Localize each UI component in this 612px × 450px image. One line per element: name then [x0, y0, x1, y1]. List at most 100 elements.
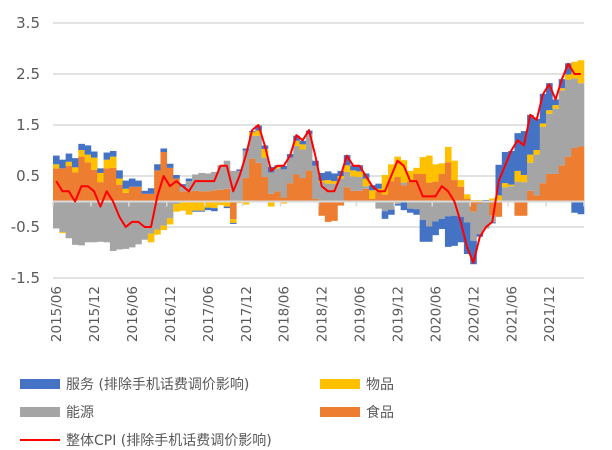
bar-segment	[343, 171, 351, 188]
bar-segment	[299, 149, 307, 179]
bar-segment	[65, 165, 73, 202]
bar-segment	[103, 159, 111, 169]
bar-segment	[508, 186, 515, 202]
legend-line-cpi	[20, 439, 60, 441]
bar-segment	[59, 168, 66, 202]
y-tick-label: 3.5	[16, 14, 40, 32]
bar-segment	[154, 229, 161, 235]
bar-segment	[350, 165, 357, 171]
bar-segment	[236, 170, 243, 202]
bar-segment	[552, 105, 560, 109]
bar-segment	[135, 180, 142, 187]
bar-segment	[501, 187, 509, 202]
bar-segment	[109, 151, 117, 157]
bar-segment	[71, 172, 79, 202]
y-tick-label: 1.5	[16, 116, 40, 134]
bar-segment	[78, 149, 85, 157]
bar-segment	[135, 186, 142, 202]
bar-segment	[425, 155, 433, 183]
bar-segment	[84, 162, 92, 202]
bar-segment	[482, 202, 490, 229]
bar-segment	[337, 201, 345, 206]
bar-segment	[565, 156, 572, 202]
bar-segment	[489, 198, 496, 202]
bar-segment	[274, 168, 281, 192]
bar-segment	[242, 201, 250, 205]
cpi-line	[55, 62, 581, 264]
bar-segment	[242, 178, 250, 202]
bar-segment	[179, 191, 187, 202]
legend-label-food: 食品	[366, 405, 394, 421]
bar-segment	[59, 232, 66, 234]
bar-segment	[122, 180, 130, 189]
bar-segment	[223, 160, 231, 189]
bar-segment	[185, 191, 193, 202]
bar-segment	[400, 160, 408, 183]
bar-segment	[495, 195, 503, 202]
bar-segment	[539, 93, 547, 124]
bar-segment	[84, 145, 92, 155]
bar-segment	[65, 201, 73, 239]
bar-segment	[565, 79, 572, 157]
bar-segment	[204, 173, 212, 192]
bar-segment	[90, 201, 98, 243]
bar-segment	[501, 183, 509, 188]
bar-segment	[84, 201, 92, 243]
bar-segment	[90, 169, 98, 202]
bar-segment	[147, 201, 155, 234]
bar-segment	[527, 114, 534, 155]
bar-segment	[122, 192, 130, 202]
bar-segment	[388, 201, 395, 210]
bar-segment	[109, 201, 117, 251]
bar-segment	[116, 178, 123, 185]
bar-segment	[571, 61, 578, 79]
bar-segment	[128, 201, 136, 248]
bar-segment	[565, 63, 572, 75]
bar-segment	[280, 165, 288, 170]
bar-segment	[407, 181, 414, 202]
bar-segment	[192, 201, 199, 211]
legend-label-energy: 能源	[66, 405, 94, 421]
x-tick-label: 2019/06	[353, 286, 369, 342]
bar-segment	[141, 201, 149, 240]
x-tick-label: 2018/06	[277, 286, 293, 342]
bar-segment	[97, 201, 104, 242]
bar-segment	[527, 190, 534, 202]
bar-segment	[147, 233, 155, 243]
bar-segment	[552, 173, 560, 202]
legend-swatch-goods	[320, 379, 360, 389]
bar-segment	[419, 201, 427, 220]
x-tick-label: 2016/06	[125, 286, 141, 342]
bar-segment	[160, 225, 168, 231]
bar-segment	[204, 201, 212, 208]
bar-segment	[381, 211, 389, 219]
bar-segment	[242, 148, 250, 151]
bar-segment	[166, 201, 174, 219]
legend: 服务 (排除手机话费调价影响) 物品 能源 食品 整体CPI (排除手机话费调价…	[0, 366, 612, 450]
legend-label-cpi: 整体CPI (排除手机话费调价影响)	[66, 433, 272, 449]
bar-segment	[122, 201, 130, 249]
bar-segment	[463, 194, 471, 199]
bar-segment	[65, 161, 73, 166]
bar-segment	[173, 201, 180, 205]
bar-segment	[546, 83, 553, 111]
bar-segment	[255, 162, 262, 202]
bar-segment	[520, 174, 528, 183]
bar-segment	[463, 222, 471, 255]
bar-segment	[173, 178, 180, 202]
bar-segment	[558, 90, 566, 166]
bar-segment	[375, 201, 383, 209]
bar-segment	[217, 201, 224, 206]
bar-segment	[558, 88, 566, 91]
bar-segment	[539, 123, 547, 128]
bar-segment	[211, 201, 218, 209]
bar-segment	[267, 201, 275, 207]
bar-segment	[71, 201, 79, 245]
bar-segment	[413, 167, 420, 174]
bar-segment	[432, 201, 439, 222]
bar-segment	[280, 169, 288, 198]
bar-segment	[331, 173, 338, 182]
bar-segment	[388, 164, 395, 182]
bar-segment	[381, 201, 389, 212]
bar-segment	[274, 191, 281, 202]
